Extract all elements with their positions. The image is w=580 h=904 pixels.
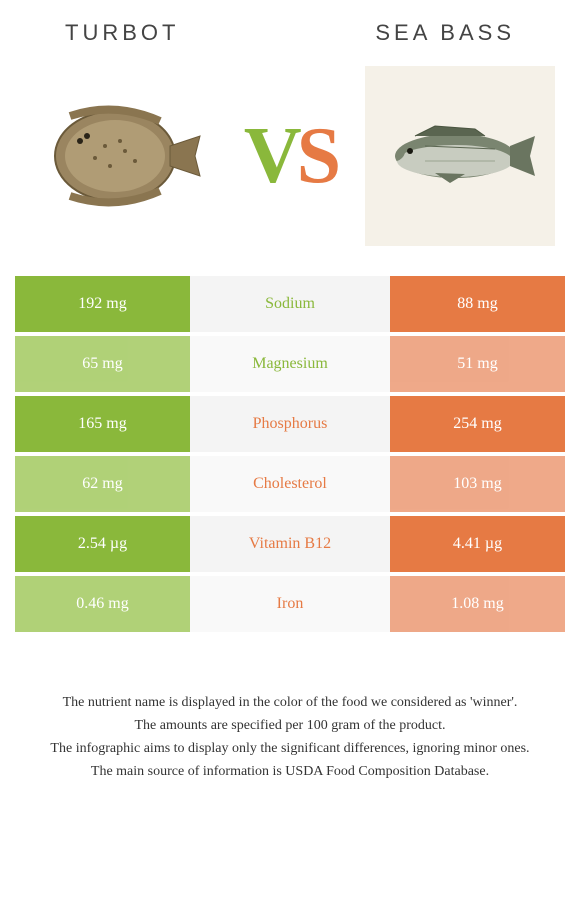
value-left: 2.54 µg xyxy=(15,516,190,572)
title-right: SEA BASS xyxy=(375,20,515,46)
nutrient-label: Sodium xyxy=(190,276,390,332)
seabass-image xyxy=(365,66,555,246)
vs-label: VS xyxy=(244,111,336,202)
nutrient-table: 192 mgSodium88 mg65 mgMagnesium51 mg165 … xyxy=(15,276,565,632)
table-row: 165 mgPhosphorus254 mg xyxy=(15,396,565,452)
table-row: 192 mgSodium88 mg xyxy=(15,276,565,332)
value-left: 165 mg xyxy=(15,396,190,452)
footnotes: The nutrient name is displayed in the co… xyxy=(15,692,565,782)
value-right: 103 mg xyxy=(390,456,565,512)
value-left: 0.46 mg xyxy=(15,576,190,632)
table-row: 2.54 µgVitamin B124.41 µg xyxy=(15,516,565,572)
turbot-icon xyxy=(35,96,205,216)
footnote-line: The main source of information is USDA F… xyxy=(25,761,555,782)
nutrient-label: Vitamin B12 xyxy=(190,516,390,572)
title-left: TURBOT xyxy=(65,20,179,46)
value-right: 88 mg xyxy=(390,276,565,332)
table-row: 62 mgCholesterol103 mg xyxy=(15,456,565,512)
value-left: 192 mg xyxy=(15,276,190,332)
value-right: 4.41 µg xyxy=(390,516,565,572)
footnote-line: The nutrient name is displayed in the co… xyxy=(25,692,555,713)
header-row: TURBOT SEA BASS xyxy=(15,20,565,46)
footnote-line: The infographic aims to display only the… xyxy=(25,738,555,759)
vs-v: V xyxy=(244,112,297,200)
vs-s: S xyxy=(297,112,337,200)
nutrient-label: Magnesium xyxy=(190,336,390,392)
table-row: 0.46 mgIron1.08 mg xyxy=(15,576,565,632)
turbot-image xyxy=(25,66,215,246)
value-left: 65 mg xyxy=(15,336,190,392)
nutrient-label: Phosphorus xyxy=(190,396,390,452)
value-right: 51 mg xyxy=(390,336,565,392)
nutrient-label: Iron xyxy=(190,576,390,632)
images-row: VS xyxy=(15,66,565,246)
value-right: 254 mg xyxy=(390,396,565,452)
nutrient-label: Cholesterol xyxy=(190,456,390,512)
value-left: 62 mg xyxy=(15,456,190,512)
footnote-line: The amounts are specified per 100 gram o… xyxy=(25,715,555,736)
seabass-icon xyxy=(375,111,545,201)
table-row: 65 mgMagnesium51 mg xyxy=(15,336,565,392)
value-right: 1.08 mg xyxy=(390,576,565,632)
